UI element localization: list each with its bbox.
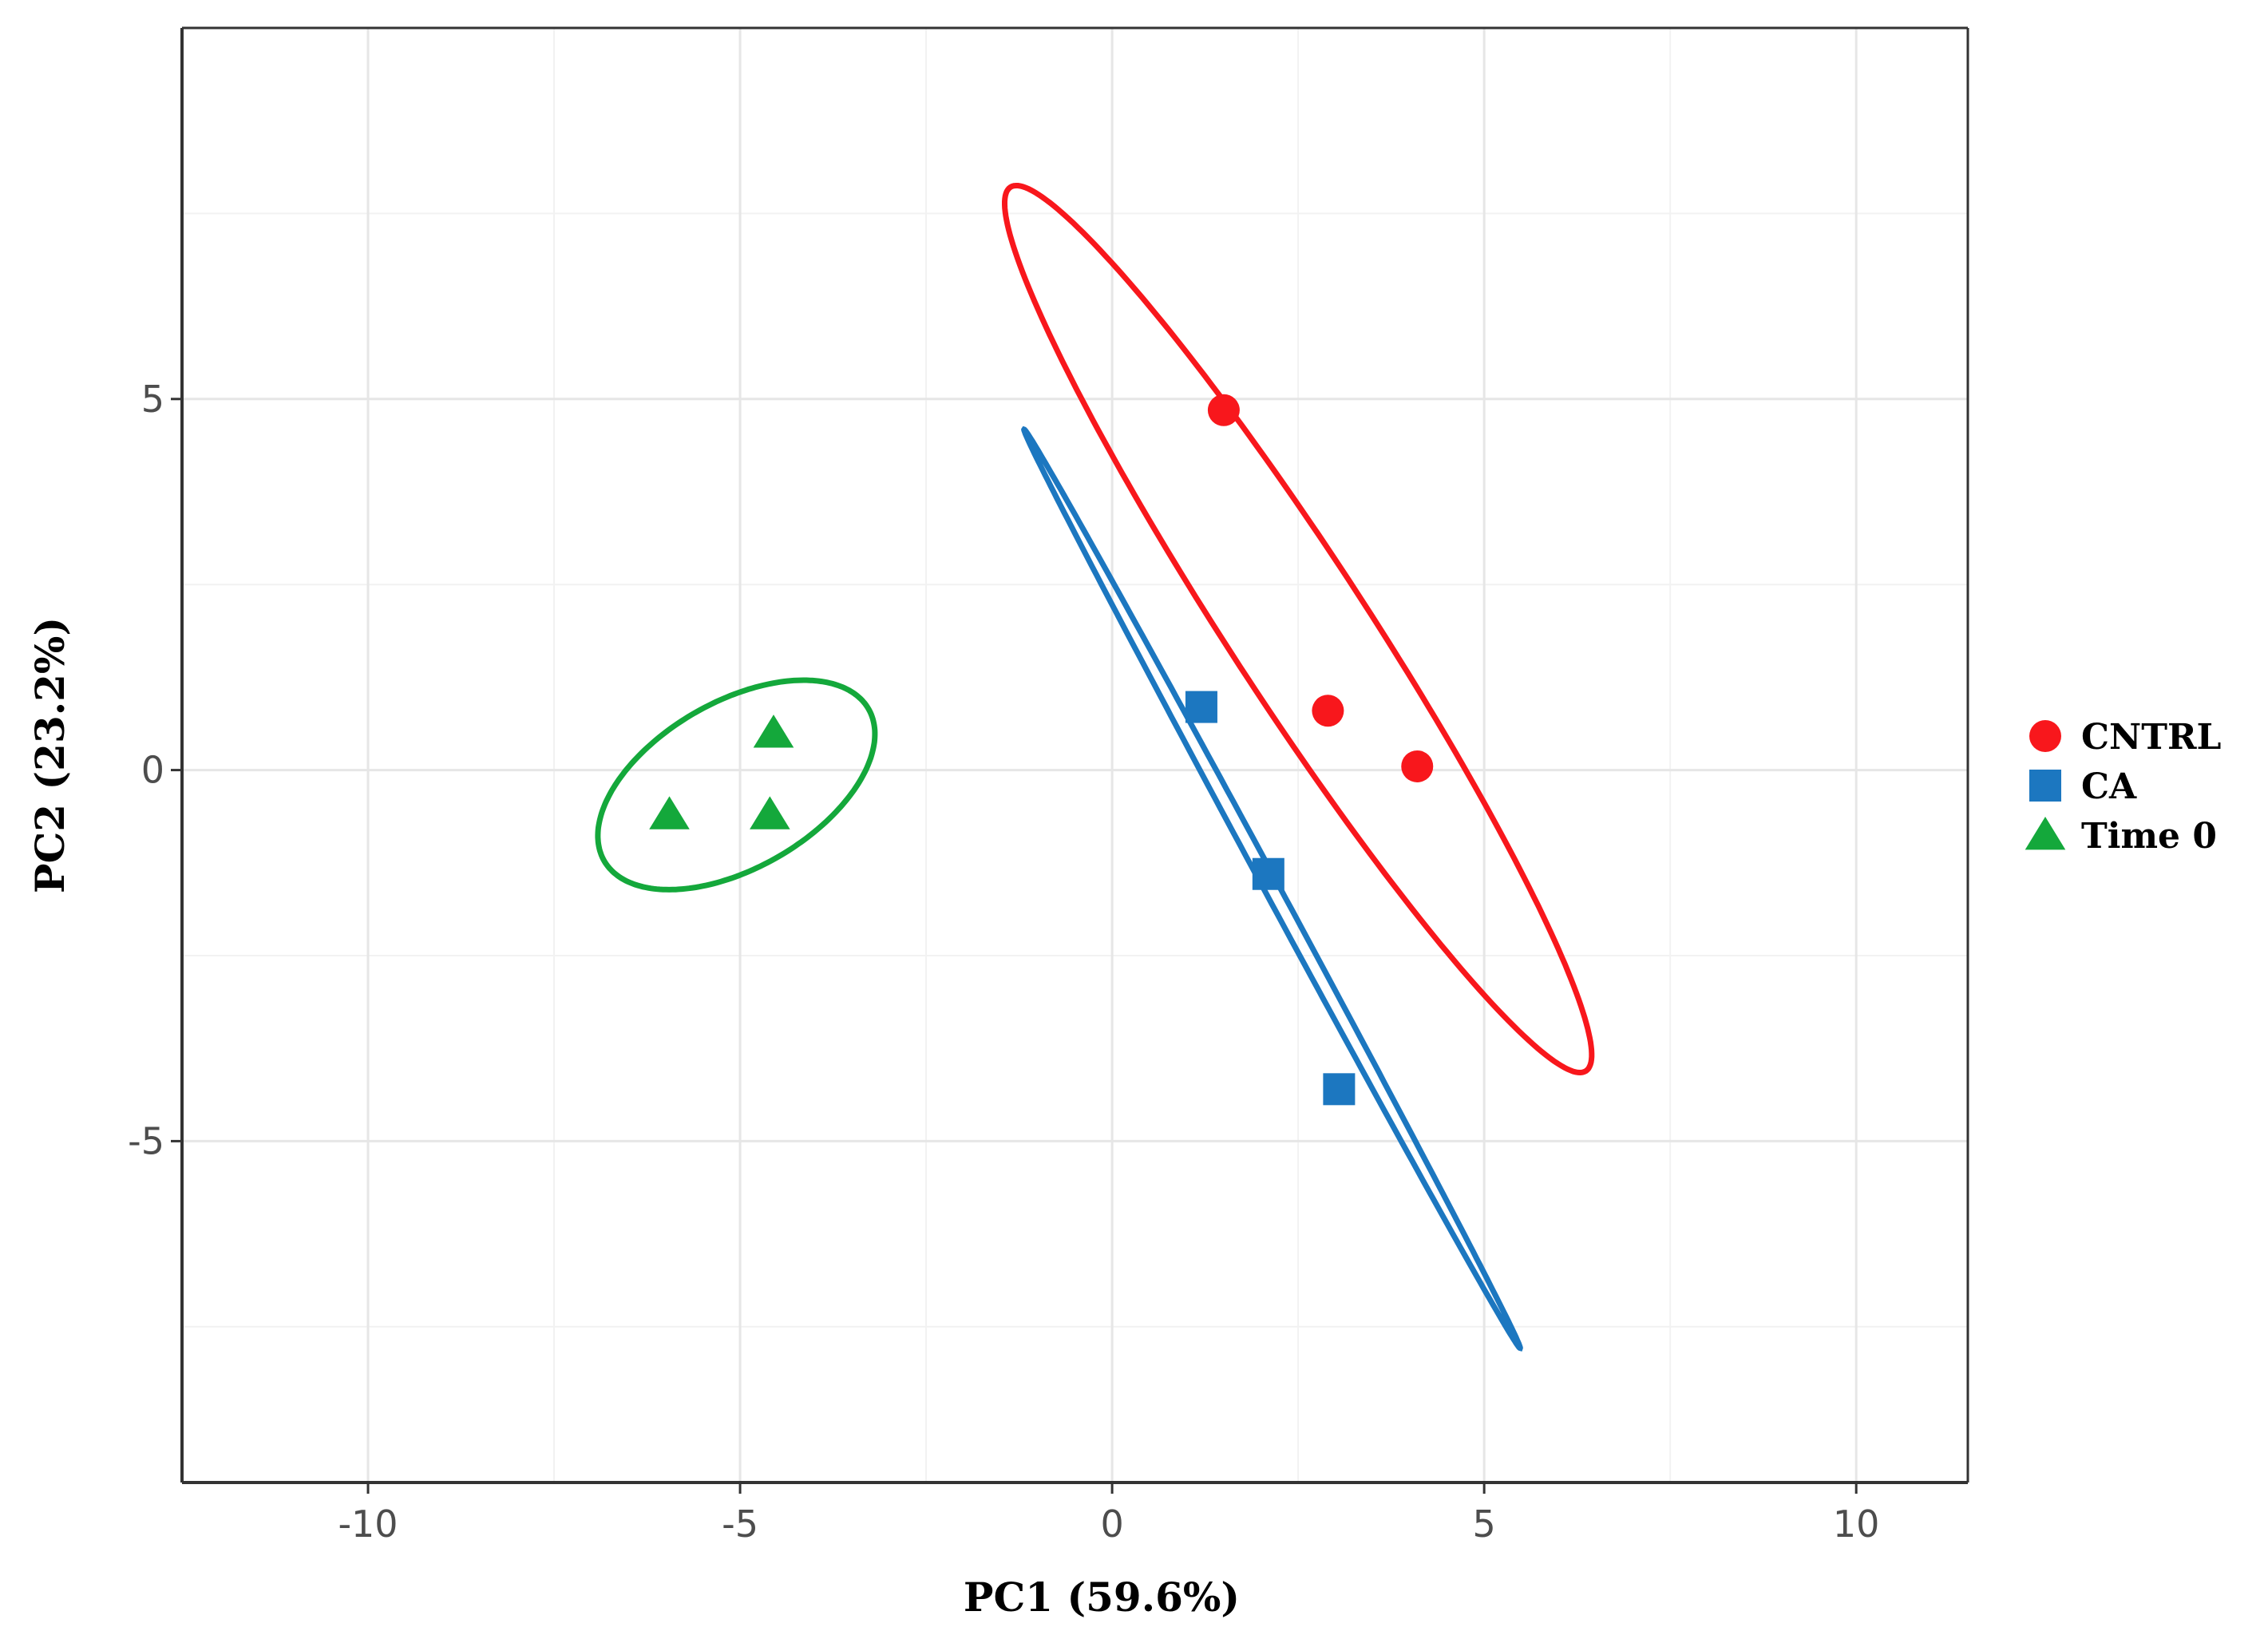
data-point-time-0 xyxy=(649,796,690,829)
data-point-time-0 xyxy=(750,796,790,829)
data-point-cntrl xyxy=(1312,695,1344,727)
data-point-cntrl xyxy=(1401,750,1434,782)
y-tick-label: -5 xyxy=(128,1119,164,1162)
x-tick-label: -10 xyxy=(338,1502,398,1546)
x-axis-ticks: -10 -5 0 5 10 xyxy=(338,1483,1879,1546)
y-axis-title: PC2 (23.2%) xyxy=(26,617,73,893)
y-tick-label: 0 xyxy=(141,749,164,792)
legend: CNTRL CA Time 0 xyxy=(2025,717,2221,857)
confidence-ellipses xyxy=(595,183,1595,1352)
x-axis-title: PC1 (59.6%) xyxy=(964,1574,1240,1621)
data-point-ca xyxy=(1185,691,1217,723)
x-tick-label: 10 xyxy=(1833,1502,1880,1546)
legend-label: CA xyxy=(2081,766,2137,807)
plot-panel xyxy=(182,28,1968,1483)
ellipse-ca xyxy=(1021,426,1523,1352)
data-point-time-0 xyxy=(753,715,794,748)
data-point-cntrl xyxy=(1207,394,1240,426)
data-points xyxy=(649,394,1434,1106)
legend-label: CNTRL xyxy=(2081,717,2221,758)
y-axis-ticks: -5 0 5 xyxy=(128,378,182,1162)
y-tick-label: 5 xyxy=(141,378,164,421)
x-tick-label: 5 xyxy=(1473,1502,1496,1546)
data-point-ca xyxy=(1323,1073,1356,1106)
data-point-ca xyxy=(1252,857,1284,890)
legend-key-ca xyxy=(2029,770,2061,802)
x-tick-label: 0 xyxy=(1100,1502,1123,1546)
ellipse-time-0 xyxy=(595,677,878,893)
legend-label: Time 0 xyxy=(2081,816,2217,857)
legend-key-cntrl xyxy=(2029,720,2061,752)
legend-key-time-0 xyxy=(2025,817,2066,850)
ellipse-cntrl xyxy=(1002,183,1595,1076)
plot-frame xyxy=(180,26,1969,1484)
grid-lines xyxy=(182,28,1968,1483)
x-tick-label: -5 xyxy=(722,1502,758,1546)
